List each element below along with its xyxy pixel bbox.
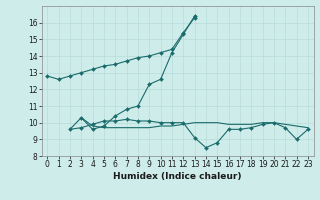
X-axis label: Humidex (Indice chaleur): Humidex (Indice chaleur) xyxy=(113,172,242,181)
